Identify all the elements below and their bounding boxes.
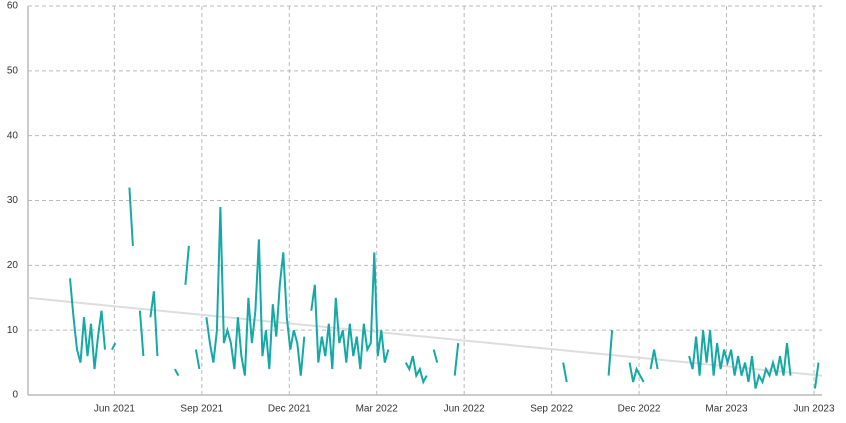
y-tick-label: 60 xyxy=(7,1,19,12)
y-tick-label: 30 xyxy=(7,195,19,206)
x-tick-label: Sep 2022 xyxy=(530,404,573,415)
data-line xyxy=(69,187,820,389)
y-tick-label: 10 xyxy=(7,325,19,336)
x-tick-label: Jun 2021 xyxy=(94,404,136,415)
x-tick-label: Sep 2021 xyxy=(180,404,223,415)
y-tick-label: 20 xyxy=(7,260,19,271)
x-tick-label: Jun 2022 xyxy=(444,404,486,415)
trend-line xyxy=(27,296,823,377)
x-tick-label: Dec 2022 xyxy=(618,404,661,415)
x-tick-label: Mar 2022 xyxy=(356,404,399,415)
y-tick-label: 50 xyxy=(7,65,19,76)
y-tick-label: 40 xyxy=(7,130,19,141)
x-tick-label: Dec 2021 xyxy=(268,404,311,415)
x-tick-label: Mar 2023 xyxy=(705,404,748,415)
y-tick-label: 0 xyxy=(12,390,18,401)
x-tick-label: Jun 2023 xyxy=(793,404,835,415)
